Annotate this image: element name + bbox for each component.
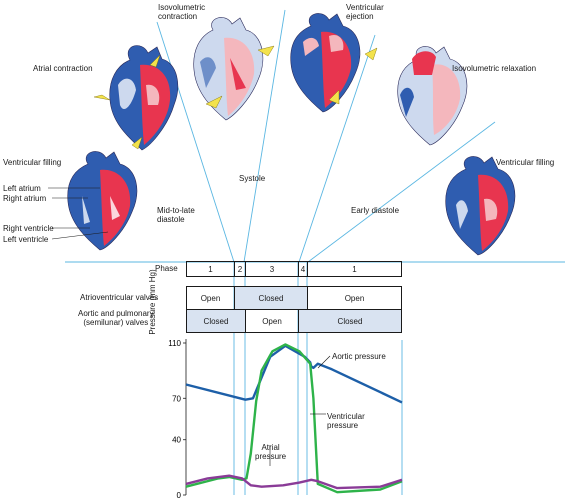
av-valves-label: Atrioventricular valves <box>80 293 159 302</box>
label-isovolumetric-contraction: Isovolumetric contraction <box>158 3 206 21</box>
y-tick-label: 110 <box>168 339 181 348</box>
phase-cell-3: 3 <box>246 262 299 276</box>
label-ventricular-filling-left: Ventricular filling <box>3 158 62 167</box>
av-state-3: Open <box>308 287 401 310</box>
series-label-ventricular: Ventricular pressure <box>327 412 365 430</box>
chart-y-axis-label: Pressure (mm Hg) <box>148 269 157 335</box>
phase-header: Phase <box>155 264 178 273</box>
av-state-1: Open <box>187 287 235 310</box>
phase-cell-1: 1 <box>187 262 235 276</box>
heart-atrial-contraction-icon <box>93 45 178 151</box>
label-ventricular-ejection: Ventricular ejection <box>346 3 384 21</box>
label-atrial-contraction: Atrial contraction <box>33 64 93 73</box>
label-mid-late-diastole: Mid-to-late diastole <box>157 206 195 224</box>
heart-isovolumetric-relaxation-icon <box>397 46 468 146</box>
valve-table: Open Closed Open Closed Open Closed <box>186 286 402 333</box>
label-left-atrium: Left atrium <box>3 184 41 193</box>
y-tick-label: 70 <box>172 394 181 403</box>
phase-table: 1 2 3 4 1 <box>186 261 402 277</box>
ventricular-pressure-line <box>185 343 403 494</box>
label-left-ventricle: Left ventricle <box>3 235 49 244</box>
y-tick-label: 40 <box>172 436 181 445</box>
pressure-chart: 0 40 70 110 <box>168 339 403 500</box>
label-right-ventricle: Right ventricle <box>3 224 54 233</box>
phase-cell-4: 4 <box>299 262 308 276</box>
heart-ventricular-filling-right-icon <box>445 156 516 256</box>
heart-ventricular-ejection-icon <box>290 13 378 113</box>
label-isovolumetric-relaxation: Isovolumetric relaxation <box>452 64 537 73</box>
heart-ventricular-filling-left-icon <box>67 151 138 251</box>
semilunar-state-3: Closed <box>299 310 401 332</box>
semilunar-state-2: Open <box>246 310 299 332</box>
y-tick-label: 0 <box>177 491 182 500</box>
semilunar-state-1: Closed <box>187 310 246 332</box>
phase-cell-5: 1 <box>352 264 357 274</box>
series-label-atrial: Atrial pressure <box>255 443 287 461</box>
label-right-atrium: Right atrium <box>3 194 47 203</box>
av-state-2: Closed <box>235 287 308 310</box>
anatomy-leader-lines <box>48 187 109 240</box>
phase-cell-2: 2 <box>235 262 246 276</box>
label-systole: Systole <box>239 174 266 183</box>
label-early-diastole: Early diastole <box>351 206 400 215</box>
series-label-aortic: Aortic pressure <box>332 352 386 361</box>
semilunar-valves-label: Aortic and pulmonary (semilunar) valves <box>78 309 154 327</box>
label-ventricular-filling-right: Ventricular filling <box>496 158 555 167</box>
atrial-pressure-line <box>185 474 403 490</box>
series-leader-line <box>317 355 331 369</box>
heart-isovolumetric-contraction-icon <box>193 17 275 121</box>
